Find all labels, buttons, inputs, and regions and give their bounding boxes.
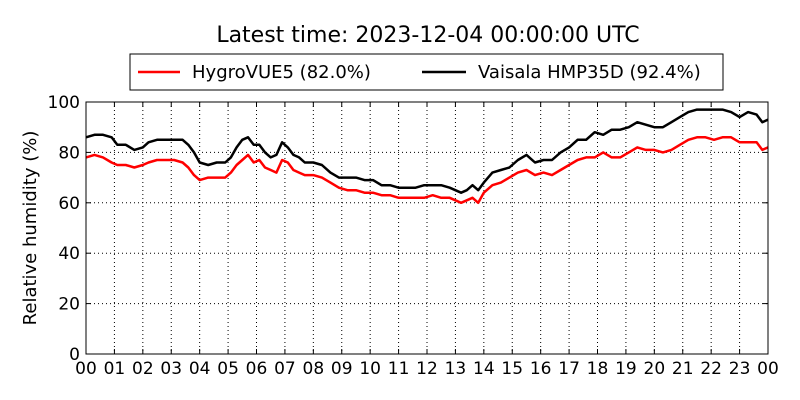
series-line-hmp35d	[85, 108, 769, 194]
x-tick-label: 12	[416, 359, 438, 379]
y-tick-label: 100	[48, 93, 80, 113]
grid-lines	[86, 102, 768, 354]
x-tick-label: 14	[473, 359, 495, 379]
y-tick-label: 60	[58, 194, 80, 214]
chart-title: Latest time: 2023-12-04 00:00:00 UTC	[216, 23, 639, 48]
axis-ticks: 00 01 02 03 04 05 06 07 08 09 10 11 12 13 14 15 16 17 18 19…	[48, 93, 779, 379]
y-tick-label: 80	[58, 143, 80, 163]
series-line-hygrovue5	[85, 136, 769, 205]
x-tick-label: 21	[672, 359, 694, 379]
legend-label-hmp35d: Vaisala HMP35D (92.4%)	[478, 62, 701, 83]
x-tick-label: 05	[217, 359, 239, 379]
x-tick-label: 09	[331, 359, 353, 379]
x-tick-label: 00	[757, 359, 779, 379]
legend: HygroVUE5 (82.0%) Vaisala HMP35D (92.4%)	[129, 53, 724, 91]
x-tick-label: 17	[558, 359, 580, 379]
x-tick-label: 13	[445, 359, 467, 379]
x-tick-label: 00	[75, 359, 97, 379]
y-tick-label: 0	[69, 345, 80, 365]
x-tick-label: 08	[303, 359, 325, 379]
series-layer	[85, 108, 769, 205]
x-tick-label: 03	[160, 359, 182, 379]
x-tick-label: 01	[104, 359, 126, 379]
x-tick-label: 18	[587, 359, 609, 379]
x-tick-label: 20	[644, 359, 666, 379]
plot-frame	[85, 101, 769, 355]
y-axis-label: Relative humidity (%)	[20, 131, 41, 326]
x-tick-label: 04	[189, 359, 211, 379]
y-tick-label: 20	[58, 295, 80, 315]
x-tick-label: 16	[530, 359, 552, 379]
x-tick-label: 10	[359, 359, 381, 379]
x-tick-label: 22	[700, 359, 722, 379]
x-tick-label: 15	[501, 359, 523, 379]
x-tick-label: 19	[615, 359, 637, 379]
x-tick-label: 07	[274, 359, 296, 379]
x-tick-label: 11	[388, 359, 410, 379]
x-tick-label: 23	[729, 359, 751, 379]
x-tick-label: 06	[246, 359, 268, 379]
legend-label-hygrovue5: HygroVUE5 (82.0%)	[192, 62, 371, 83]
x-tick-label: 02	[132, 359, 154, 379]
y-tick-label: 40	[58, 244, 80, 264]
